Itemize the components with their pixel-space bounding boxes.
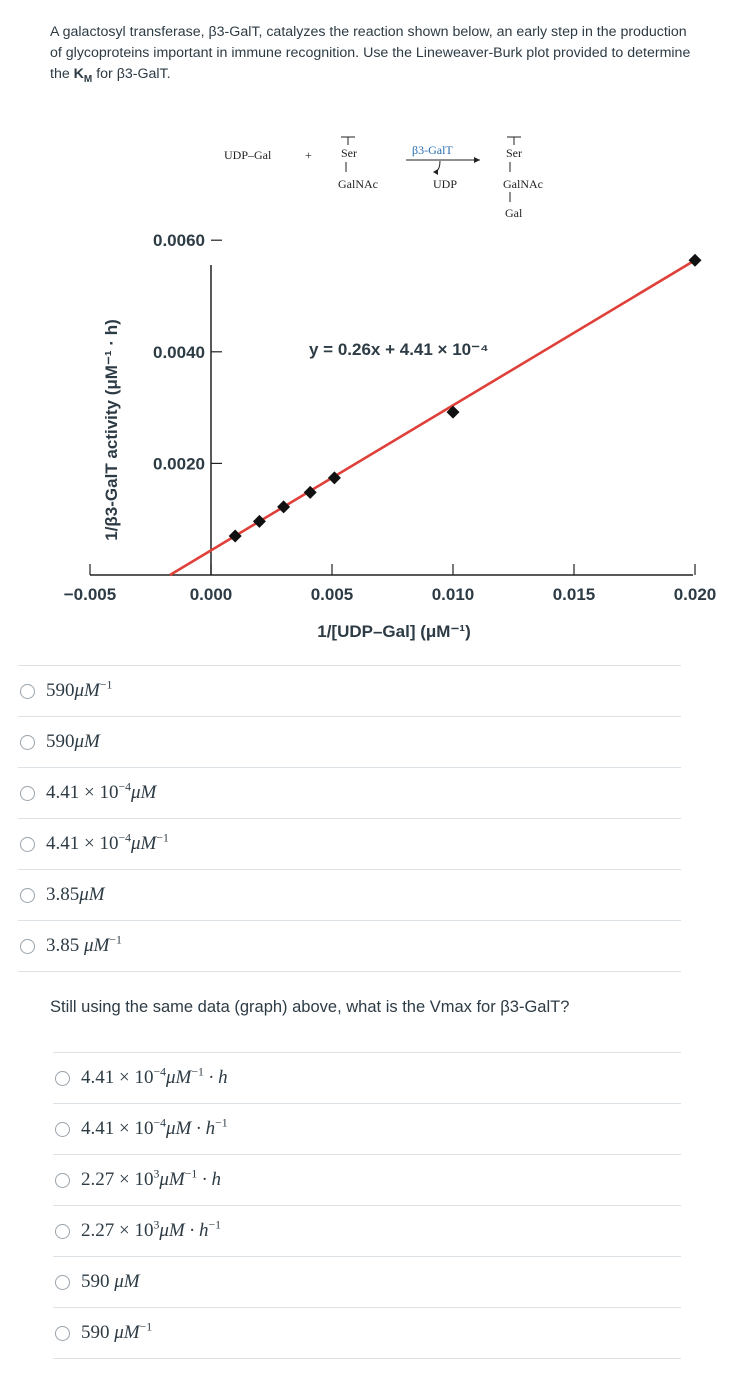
answer-label: 4.41 × 10−4μM · h−1 <box>81 1116 228 1139</box>
x-tick-label: 0.000 <box>190 585 233 604</box>
y-tick-label: 0.0040 <box>153 343 205 362</box>
x-tick-label: 0.020 <box>674 585 717 604</box>
answer-label: 4.41 × 10−4μM−1 · h <box>81 1065 228 1088</box>
data-point <box>252 514 266 528</box>
data-point <box>277 500 291 514</box>
answer-option[interactable]: 4.41 × 10−4μM · h−1 <box>53 1103 681 1154</box>
data-point <box>303 485 317 499</box>
answer-option[interactable]: 590 μM <box>53 1256 681 1307</box>
question-2-text: Still using the same data (graph) above,… <box>50 998 570 1016</box>
answer-option[interactable]: 2.27 × 103μM−1 · h <box>53 1154 681 1205</box>
km-symbol: KM <box>73 66 93 85</box>
reaction-ser-left: Ser <box>341 146 357 160</box>
km-answer-options: 590μM−1 590μM 4.41 × 10−4μM 4.41 × 10−4μM−1… <box>18 665 681 972</box>
radio-button[interactable] <box>55 1172 70 1188</box>
answer-option[interactable]: 4.41 × 10−4μM <box>18 767 681 818</box>
radio-button[interactable] <box>20 887 35 903</box>
answer-label: 590 μM−1 <box>81 1320 153 1343</box>
radio-button[interactable] <box>55 1070 70 1086</box>
x-tick-label: 0.010 <box>432 585 475 604</box>
reaction-plus: + <box>305 148 312 162</box>
reaction-gal: Gal <box>505 206 523 220</box>
data-point <box>688 253 702 267</box>
fit-equation: y = 0.26x + 4.41 × 10⁻⁴ <box>309 340 489 359</box>
x-axis-title: 1/[UDP–Gal] (μM⁻¹) <box>317 622 471 641</box>
lineweaver-burk-figure: UDP–Gal + Ser GalNAc β3-GalT UDP Ser Gal… <box>64 136 717 641</box>
answer-option[interactable]: 590μM <box>18 716 681 767</box>
answer-option[interactable]: 590μM−1 <box>18 665 681 716</box>
answer-label: 590μM <box>46 731 100 752</box>
answer-label: 4.41 × 10−4μM−1 <box>46 831 169 854</box>
radio-button[interactable] <box>20 734 35 750</box>
answer-label: 590μM−1 <box>46 678 113 701</box>
answer-label: 590 μM <box>81 1271 140 1292</box>
answer-label: 4.41 × 10−4μM <box>46 780 157 803</box>
vmax-answer-options: 4.41 × 10−4μM−1 · h 4.41 × 10−4μM · h−1 2.… <box>53 1052 681 1359</box>
answer-option[interactable]: 2.27 × 103μM · h−1 <box>53 1205 681 1256</box>
x-tick-label: −0.005 <box>64 585 116 604</box>
answer-option[interactable]: 3.85 μM−1 <box>18 920 681 972</box>
radio-button[interactable] <box>55 1274 70 1290</box>
data-point <box>446 405 460 419</box>
x-tick-label: 0.015 <box>553 585 596 604</box>
reaction-galnac-left: GalNAc <box>338 177 378 191</box>
reaction-udp-gal: UDP–Gal <box>224 148 272 162</box>
answer-label: 2.27 × 103μM · h−1 <box>81 1218 222 1241</box>
x-tick-label: 0.005 <box>311 585 354 604</box>
y-axis-title: 1/β3-GalT activity (μM⁻¹ · h) <box>102 319 121 541</box>
question-1-text: A galactosyl transferase, β3-GalT, catal… <box>50 22 695 90</box>
radio-button[interactable] <box>55 1325 70 1341</box>
answer-label: 3.85 μM−1 <box>46 933 122 956</box>
answer-label: 3.85μM <box>46 884 105 905</box>
y-tick-label: 0.0060 <box>153 231 205 250</box>
answer-label: 2.27 × 103μM−1 · h <box>81 1167 222 1190</box>
data-point <box>327 471 341 485</box>
radio-button[interactable] <box>20 683 35 699</box>
reaction-enzyme: β3-GalT <box>412 143 453 157</box>
radio-button[interactable] <box>20 836 35 852</box>
radio-button[interactable] <box>20 938 35 954</box>
radio-button[interactable] <box>55 1121 70 1137</box>
reaction-scheme: UDP–Gal + Ser GalNAc β3-GalT UDP Ser Gal… <box>224 136 543 220</box>
question-1-part-b: for β3-GalT. <box>92 66 171 82</box>
answer-option[interactable]: 590 μM−1 <box>53 1307 681 1359</box>
data-point <box>228 529 242 543</box>
question-1-part-a: A galactosyl transferase, β3-GalT, catal… <box>50 24 691 82</box>
y-tick-label: 0.0020 <box>153 454 205 473</box>
answer-option[interactable]: 4.41 × 10−4μM−1 <box>18 818 681 869</box>
radio-button[interactable] <box>55 1223 70 1239</box>
reaction-udp: UDP <box>433 177 457 191</box>
answer-option[interactable]: 3.85μM <box>18 869 681 920</box>
answer-option[interactable]: 4.41 × 10−4μM−1 · h <box>53 1052 681 1103</box>
radio-button[interactable] <box>20 785 35 801</box>
fit-line <box>169 257 699 577</box>
reaction-ser-right: Ser <box>506 146 522 160</box>
reaction-galnac-right: GalNAc <box>503 177 543 191</box>
